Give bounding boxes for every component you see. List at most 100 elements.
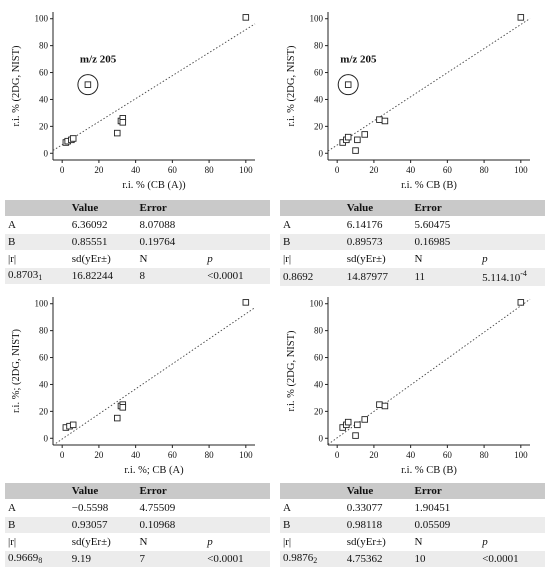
table-cell: |r|: [5, 533, 69, 551]
table-cell: p: [204, 533, 270, 551]
table-cell: [204, 233, 270, 251]
table-cell: 6.36092: [68, 216, 137, 234]
x-tick-label: 80: [480, 165, 490, 175]
x-tick-label: 0: [335, 165, 340, 175]
data-point: [119, 119, 127, 126]
y-tick-label: 100: [310, 14, 324, 24]
y-tick-label: 0: [319, 433, 324, 443]
x-tick-label: 60: [168, 450, 178, 460]
data-point: [517, 14, 525, 21]
table-row: B 0.89573 0.16985: [280, 233, 545, 251]
scatter-plot-2: 0 20 40 60 80 100 0 20 40 60 80 100 r.i. % CB (B) r.i…: [280, 0, 545, 198]
x-tick-label: 40: [406, 165, 416, 175]
data-point: [84, 81, 92, 88]
data-point: [376, 401, 383, 408]
table-cell: sd(yEr±): [68, 250, 137, 268]
superscript: -4: [520, 269, 527, 278]
table-cell: [204, 200, 270, 217]
table-cell: 0.89573: [343, 233, 412, 251]
y-tick-label: 0: [319, 148, 324, 158]
table-cell: 11: [411, 267, 480, 287]
x-tick-label: 40: [131, 165, 141, 175]
table-row: B 0.93057 0.10968: [5, 516, 270, 534]
chart-svg-4: 0 20 40 60 80 100 0 20 40 60 80 100 r.i. % CB (B) r.i…: [286, 297, 531, 476]
table-cell: |r|: [280, 250, 344, 268]
table-cell: 0.8692: [280, 267, 344, 287]
y-tick-label: 20: [314, 406, 324, 416]
table-cell: N: [411, 533, 480, 551]
y-tick-label: 20: [39, 406, 49, 416]
y-tick-label: 100: [35, 14, 49, 24]
y-axis-label: r.i. % (2DG, NIST): [286, 330, 297, 412]
table-cell: N: [411, 250, 480, 268]
y-tick-label: 20: [39, 121, 49, 131]
y-tick-label: 80: [39, 41, 49, 51]
table-row: A 0.33077 1.90451: [280, 499, 545, 517]
table-cell: 16.82244: [68, 267, 137, 285]
table-row: A 6.14176 5.60475: [280, 216, 545, 234]
table-cell: 0.87031: [5, 267, 69, 285]
data-point: [114, 129, 121, 137]
data-point: [344, 133, 352, 141]
x-tick-label: 20: [369, 165, 379, 175]
scatter-plot-3: 0 20 40 60 80 100 0 20 40 60 80 100 r.i. %; CB (A) r.…: [5, 285, 270, 483]
chart-svg-1: 0 20 40 60 80 100 0 20 40 60 80 100 r.i. % (CB (A)) r…: [11, 12, 256, 191]
x-tick-label: 0: [60, 165, 65, 175]
table-row: 0.87031 16.82244 8 <0.0001: [5, 267, 270, 285]
y-tick-label: 60: [314, 353, 324, 363]
table-row: B 0.85551 0.19764: [5, 233, 270, 251]
table-cell: [479, 483, 545, 500]
data-point: [114, 414, 121, 422]
table-row: A −0.5598 4.75509: [5, 499, 270, 517]
x-tick-label: 100: [514, 450, 528, 460]
table-cell: 5.114.10-4: [479, 267, 545, 287]
y-tick-label: 80: [314, 41, 324, 51]
fit-line: [327, 298, 531, 445]
table-cell: [479, 200, 545, 217]
table-row: A 6.36092 8.07088: [5, 216, 270, 234]
subscript: 1: [38, 273, 43, 283]
subscript: 2: [313, 556, 318, 566]
y-tick-label: 20: [314, 121, 324, 131]
data-point: [352, 147, 359, 154]
table-cell: 0.16985: [411, 233, 480, 251]
x-axis-label: r.i. % CB (B): [401, 465, 457, 476]
table-cell: 0.93057: [68, 516, 137, 534]
table-cell: [204, 499, 270, 517]
x-tick-label: 100: [239, 450, 253, 460]
table-cell: 9.19: [68, 550, 137, 568]
table-row: Value Error: [280, 483, 545, 500]
table-cell: 0.10968: [136, 516, 205, 534]
table-row: Value Error: [280, 200, 545, 217]
data-point: [344, 81, 352, 88]
y-axis-label: r.i. % (2DG, NIST): [286, 45, 297, 127]
table-cell: Value: [68, 483, 137, 500]
scatter-plot-1: 0 20 40 60 80 100 0 20 40 60 80 100 r.i. % (CB (A)) r…: [5, 0, 270, 198]
x-tick-label: 100: [514, 165, 528, 175]
data-point: [242, 14, 250, 21]
table-cell: 0.19764: [136, 233, 205, 251]
table-cell: [5, 200, 69, 217]
table-cell: <0.0001: [479, 550, 545, 568]
x-tick-label: 80: [205, 450, 215, 460]
annotation-label: m/z 205: [80, 54, 117, 66]
y-tick-label: 60: [314, 68, 324, 78]
y-tick-label: 0: [44, 433, 49, 443]
scatter-plot-4: 0 20 40 60 80 100 0 20 40 60 80 100 r.i. % CB (B) r.i…: [280, 285, 545, 483]
subscript: 8: [38, 556, 43, 566]
table-row: 0.8692 14.87977 11 5.114.10-4: [280, 267, 545, 287]
table-cell: B: [280, 516, 344, 534]
table-row: Value Error: [5, 200, 270, 217]
table-row: 0.96698 9.19 7 <0.0001: [5, 550, 270, 568]
highlight-circle: [77, 74, 99, 96]
fit-line: [52, 23, 256, 151]
table-cell: [204, 216, 270, 234]
y-tick-label: 0: [44, 148, 49, 158]
table-cell: <0.0001: [204, 550, 270, 568]
table-cell: 0.96698: [5, 550, 69, 568]
x-axis-label: r.i. % CB (B): [401, 180, 457, 191]
x-tick-label: 40: [131, 450, 141, 460]
table-cell: 5.60475: [411, 216, 480, 234]
y-tick-label: 100: [310, 299, 324, 309]
